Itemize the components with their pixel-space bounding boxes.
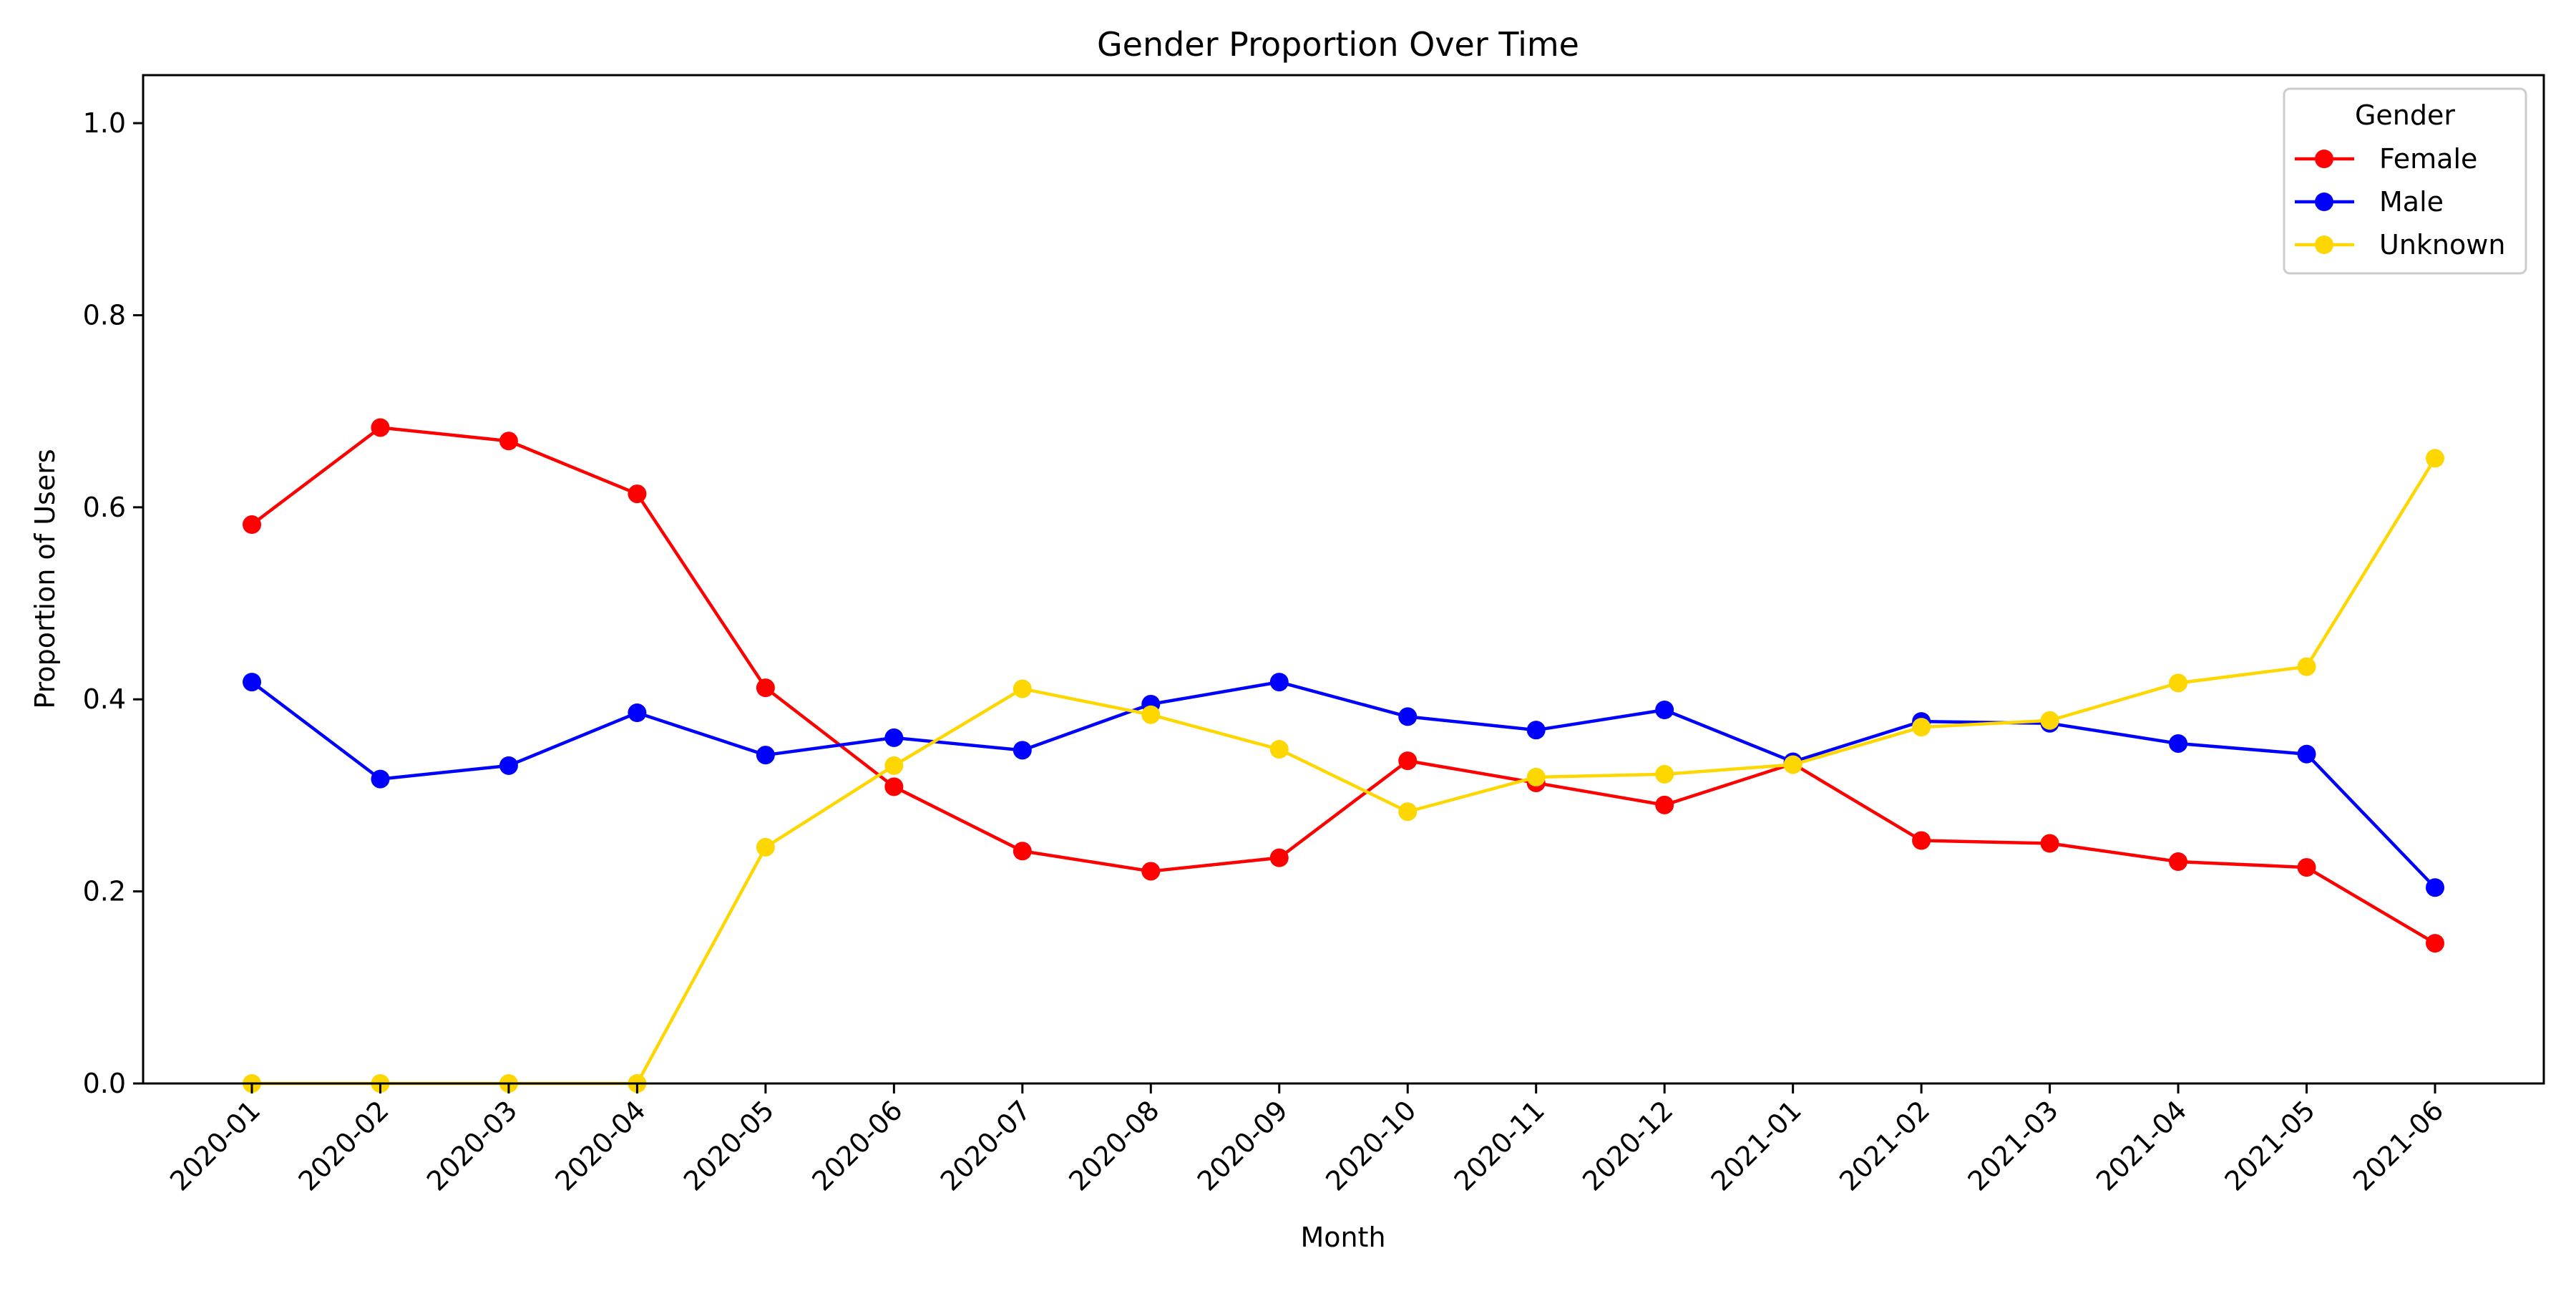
data-point [1655, 795, 1674, 814]
data-point [1013, 679, 1032, 698]
data-point [499, 756, 518, 775]
data-point [756, 678, 775, 698]
data-point [884, 777, 904, 796]
data-point [2426, 934, 2444, 953]
legend-marker [2315, 193, 2333, 211]
y-tick-label: 1.0 [83, 107, 126, 139]
legend-item-unknown: Unknown [2295, 229, 2505, 260]
data-point [2297, 744, 2316, 764]
y-tick-label: 0.2 [83, 876, 126, 907]
y-tick-label: 0.4 [83, 683, 126, 715]
data-point [1269, 848, 1289, 867]
data-point [243, 515, 261, 535]
data-point [1526, 767, 1546, 786]
data-point [2297, 657, 2316, 676]
data-point [1655, 700, 1674, 719]
series-line [250, 426, 2436, 945]
series-female [243, 418, 2444, 953]
data-point [628, 484, 647, 504]
data-point [2297, 858, 2316, 877]
data-point [2169, 673, 2188, 693]
y-tick-label: 0.0 [83, 1068, 126, 1099]
series-line [250, 680, 2436, 889]
data-point [499, 432, 518, 451]
data-point [2426, 878, 2444, 897]
data-point [1783, 755, 1802, 774]
data-point [2040, 834, 2059, 853]
data-point [1013, 842, 1032, 861]
legend-box [2283, 87, 2527, 275]
legend-title: Gender [2355, 99, 2455, 131]
data-point [1398, 802, 1418, 822]
data-point [2040, 711, 2059, 730]
legend-marker [2315, 235, 2333, 254]
legend-label: Female [2379, 143, 2477, 175]
legend-item-male: Male [2295, 186, 2444, 218]
data-point [1398, 707, 1418, 726]
data-point [1655, 764, 1674, 784]
data-point [1398, 751, 1418, 771]
data-point [884, 728, 904, 747]
data-point [2169, 734, 2188, 753]
legend-marker [2315, 150, 2333, 168]
data-point [2169, 852, 2188, 872]
data-point [1269, 673, 1289, 692]
y-tick-label: 0.6 [83, 492, 126, 523]
legend-label: Male [2379, 186, 2444, 218]
data-point [628, 703, 647, 723]
data-point [1013, 741, 1032, 760]
data-point [1912, 718, 1931, 737]
y-axis-label: Proportion of Users [29, 449, 61, 708]
data-point [1912, 831, 1931, 850]
data-point [1141, 705, 1161, 724]
data-point [371, 418, 390, 437]
legend-label: Unknown [2379, 229, 2505, 260]
data-point [884, 756, 904, 775]
data-point [756, 837, 775, 857]
legend: Gender Female Male Unknown [2283, 87, 2527, 275]
data-point [756, 746, 775, 765]
chart-title: Gender Proportion Over Time [1097, 25, 1579, 64]
data-point [1269, 740, 1289, 759]
data-point [1526, 721, 1546, 740]
y-tick-label: 0.8 [83, 299, 126, 331]
data-point [371, 769, 390, 789]
plot-area [243, 418, 2444, 1093]
data-point [243, 673, 261, 692]
x-axis-label: Month [1300, 1222, 1385, 1253]
plot-frame [142, 74, 2545, 1085]
data-point [1141, 862, 1161, 881]
data-point [2426, 449, 2444, 468]
legend-item-female: Female [2295, 143, 2477, 175]
